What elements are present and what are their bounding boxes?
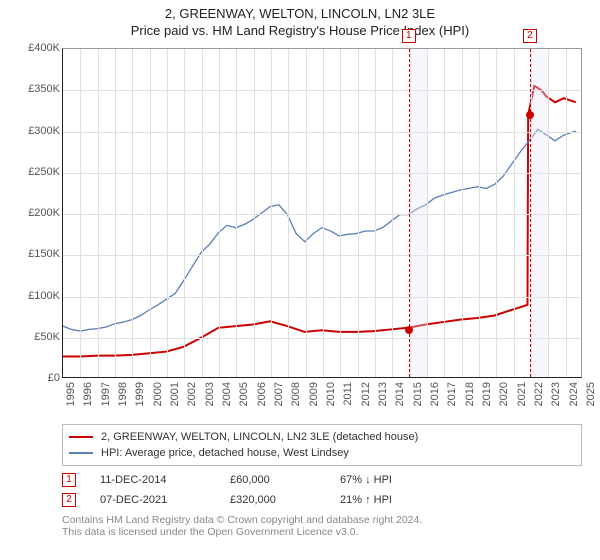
event-dot [526,111,534,119]
table-row: 1 11-DEC-2014 £60,000 67% ↓ HPI [62,470,582,490]
legend-item: 2, GREENWAY, WELTON, LINCOLN, LN2 3LE (d… [69,429,575,445]
y-axis-label: £350K [12,83,60,95]
event-price: £60,000 [230,474,340,486]
y-axis-label: £400K [12,42,60,54]
x-axis-label: 2022 [533,382,545,406]
y-axis-label: £150K [12,248,60,260]
chart-lines [63,49,581,377]
chart-title: 2, GREENWAY, WELTON, LINCOLN, LN2 3LE [10,6,590,21]
chart-subtitle: Price paid vs. HM Land Registry's House … [10,23,590,38]
x-axis-label: 2007 [273,382,285,406]
x-axis-label: 1999 [134,382,146,406]
x-axis-label: 2004 [221,382,233,406]
x-axis-label: 2015 [412,382,424,406]
x-axis-label: 2005 [238,382,250,406]
event-table: 1 11-DEC-2014 £60,000 67% ↓ HPI 2 07-DEC… [62,470,582,510]
x-axis-label: 2002 [186,382,198,406]
attribution-line: Contains HM Land Registry data © Crown c… [62,514,590,526]
attribution-line: This data is licensed under the Open Gov… [62,526,590,538]
x-axis-label: 1995 [65,382,77,406]
y-axis-label: £50K [12,331,60,343]
x-axis-label: 1996 [82,382,94,406]
x-axis-label: 2013 [377,382,389,406]
x-axis-label: 2016 [429,382,441,406]
y-axis-label: £250K [12,166,60,178]
x-axis-label: 2000 [152,382,164,406]
attribution: Contains HM Land Registry data © Crown c… [62,514,590,538]
x-axis-label: 2001 [169,382,181,406]
x-axis-label: 2017 [446,382,458,406]
legend-swatch-2 [69,452,93,454]
chart-area: 12 £0 £50K £100K £150K £200K £250K £300K £350K £… [10,42,590,422]
event-marker-1: 1 [62,473,76,487]
x-axis-label: 2019 [481,382,493,406]
legend-label: HPI: Average price, detached house, West… [101,447,349,459]
event-date: 11-DEC-2014 [100,474,230,486]
x-axis-label: 2024 [568,382,580,406]
chart-marker: 1 [402,29,416,43]
x-axis-label: 2003 [204,382,216,406]
event-delta: 21% ↑ HPI [340,494,470,506]
plot-region: 12 [62,48,582,378]
y-axis-label: £100K [12,290,60,302]
y-axis-label: £0 [12,372,60,384]
legend-item: HPI: Average price, detached house, West… [69,445,575,461]
event-marker-2: 2 [62,493,76,507]
y-axis-label: £300K [12,125,60,137]
x-axis-label: 2025 [585,382,597,406]
table-row: 2 07-DEC-2021 £320,000 21% ↑ HPI [62,490,582,510]
y-axis-label: £200K [12,207,60,219]
chart-marker: 2 [523,29,537,43]
event-date: 07-DEC-2021 [100,494,230,506]
event-delta: 67% ↓ HPI [340,474,470,486]
x-axis-label: 2014 [394,382,406,406]
x-axis-label: 2018 [464,382,476,406]
x-axis-label: 2009 [308,382,320,406]
x-axis-label: 2011 [342,382,354,406]
legend: 2, GREENWAY, WELTON, LINCOLN, LN2 3LE (d… [62,424,582,466]
event-dot [405,326,413,334]
x-axis-label: 2021 [516,382,528,406]
legend-label: 2, GREENWAY, WELTON, LINCOLN, LN2 3LE (d… [101,431,418,443]
x-axis-label: 1998 [117,382,129,406]
x-axis-label: 1997 [100,382,112,406]
x-axis-label: 2023 [550,382,562,406]
x-axis-label: 2010 [325,382,337,406]
event-price: £320,000 [230,494,340,506]
x-axis-label: 2020 [498,382,510,406]
x-axis-label: 2012 [360,382,372,406]
legend-swatch-1 [69,436,93,438]
x-axis-label: 2008 [290,382,302,406]
x-axis-label: 2006 [256,382,268,406]
